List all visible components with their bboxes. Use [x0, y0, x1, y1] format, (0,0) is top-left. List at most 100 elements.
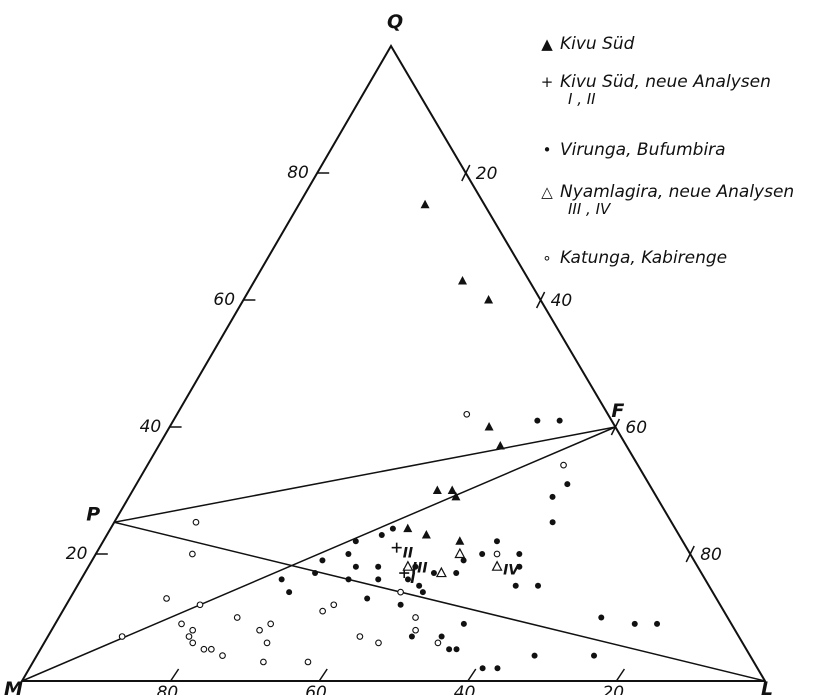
data-point: [560, 461, 567, 469]
data-point: [549, 519, 556, 526]
data-point: [455, 536, 465, 545]
data-point: [330, 601, 338, 609]
data-point: [516, 551, 523, 557]
data-point: [549, 493, 556, 500]
data-point: [446, 646, 453, 653]
tick-label-bottom: 60: [305, 683, 327, 695]
tick-label-right: 20: [476, 164, 498, 184]
tick-bottom: [467, 668, 477, 682]
data-point: [364, 595, 371, 602]
data-point: [447, 485, 457, 494]
vertex-label-left: M: [4, 678, 23, 695]
data-point: [196, 601, 204, 609]
legend-label: Virunga, Bufumbira: [560, 140, 726, 160]
data-point: [189, 626, 197, 634]
data-point: [163, 595, 170, 602]
data-point: [402, 560, 414, 571]
tick-right: [685, 545, 695, 563]
data-point: [463, 410, 471, 418]
legend-sublabel: I , II: [568, 90, 596, 108]
data-point: [531, 652, 538, 659]
tick-label-bottom: 20: [602, 683, 624, 695]
data-point: [408, 633, 415, 640]
data-point: [352, 538, 359, 545]
point-label-I: I: [410, 571, 415, 587]
data-point: [420, 199, 430, 209]
data-point: [493, 538, 500, 545]
triangle-outline: [20, 44, 767, 682]
vertex-label-right: L: [761, 678, 773, 695]
data-point: [535, 582, 542, 589]
data-point: [319, 557, 326, 564]
data-point: [453, 570, 460, 577]
tick-label-bottom: 40: [454, 683, 476, 695]
vertex-label-top: Q: [387, 11, 403, 33]
data-point: [454, 547, 466, 559]
data-point: [207, 645, 215, 653]
vertex-label-p_point: P: [86, 503, 100, 525]
data-point: [178, 620, 185, 628]
data-point: [319, 607, 326, 615]
legend-item: ∘ Katunga, Kabirenge: [540, 248, 727, 268]
data-point: [189, 550, 196, 558]
data-point: [434, 639, 442, 647]
data-point: [556, 417, 563, 424]
data-point: [189, 639, 197, 647]
data-point: [304, 658, 312, 666]
tick-bottom: [318, 668, 328, 682]
data-point: [403, 523, 413, 533]
data-point: [200, 645, 208, 653]
data-point: [345, 551, 352, 557]
data-point: [654, 620, 661, 627]
point-label-III: III: [412, 561, 428, 577]
data-point: [260, 658, 267, 666]
data-point: [219, 652, 226, 659]
data-point: [591, 652, 598, 659]
data-point: [278, 576, 285, 583]
data-point: [412, 626, 419, 634]
legend-label: Kivu Süd, neue Analysen: [560, 72, 771, 92]
data-point: [378, 531, 385, 538]
data-point: [453, 646, 460, 653]
legend-label: Katunga, Kabirenge: [560, 248, 728, 268]
tick-label-left: 20: [66, 544, 88, 564]
tick-bottom: [169, 668, 180, 682]
legend-symbol: ▲: [541, 35, 553, 53]
tick-label-left: 40: [140, 417, 162, 437]
data-point: [397, 601, 404, 608]
data-point: [185, 633, 193, 640]
point-label-II: II: [403, 546, 413, 562]
data-point: [435, 566, 447, 578]
data-point: [352, 563, 359, 570]
data-point: [267, 620, 275, 628]
data-point: [460, 620, 467, 627]
tick-right: [461, 164, 471, 182]
vertex-label-f_point: F: [611, 400, 624, 422]
legend-symbol: ∘: [542, 249, 552, 267]
data-point: [484, 295, 494, 304]
tick-bottom: [615, 668, 626, 682]
data-point: [432, 485, 442, 494]
data-point: [516, 563, 523, 570]
data-point: [491, 560, 503, 571]
data-point: [233, 614, 241, 621]
tick-label-right: 80: [700, 545, 722, 565]
legend-symbol: △: [541, 183, 553, 201]
data-point: [451, 491, 461, 501]
data-point: [534, 417, 541, 424]
data-point: [375, 639, 382, 647]
data-point: [495, 441, 505, 450]
data-point: [286, 589, 293, 596]
data-point: [421, 529, 431, 539]
data-point: [564, 481, 571, 488]
data-point: [494, 665, 501, 672]
data-point: [263, 639, 271, 647]
data-point: [430, 570, 437, 577]
data-point: [458, 275, 468, 285]
data-point: [412, 614, 419, 621]
legend-item: + Kivu Süd, neue Analysen I , II: [540, 72, 771, 108]
data-point: [479, 665, 486, 672]
data-point: [412, 563, 419, 570]
